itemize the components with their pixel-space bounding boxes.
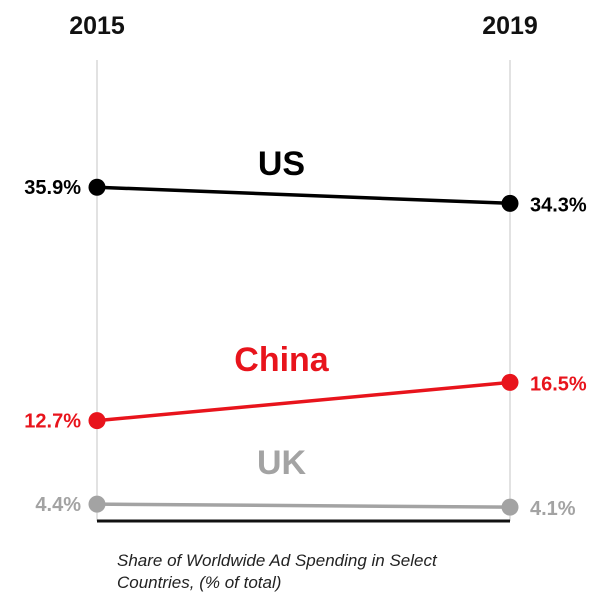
- value-label-uk-2019: 4.1%: [530, 498, 576, 520]
- value-label-uk-2015: 4.4%: [35, 494, 81, 516]
- data-point-china-2015: [88, 412, 106, 430]
- data-point-us-2019: [501, 194, 519, 212]
- data-point-uk-2015: [88, 495, 106, 513]
- caption-line-1: Share of Worldwide Ad Spending in Select: [117, 551, 438, 570]
- series-name-uk: UK: [257, 444, 307, 482]
- series-line-uk: [95, 502, 512, 509]
- data-point-us-2015: [88, 178, 106, 196]
- value-label-us-2015: 35.9%: [24, 177, 81, 199]
- data-point-china-2019: [501, 373, 519, 391]
- chart-caption: Share of Worldwide Ad Spending in Select…: [117, 551, 438, 592]
- series-name-china: China: [234, 341, 330, 379]
- value-label-us-2019: 34.3%: [530, 194, 587, 216]
- series-name-us: US: [258, 145, 305, 183]
- labels: 2015 2019 35.9% 34.3% US 12.7% 16.5% China 4.4% 4…: [24, 12, 587, 520]
- data-point-uk-2019: [501, 498, 519, 516]
- year-label-2015: 2015: [69, 12, 125, 40]
- series-line-china: [95, 380, 512, 423]
- value-label-china-2015: 12.7%: [24, 411, 81, 433]
- series-line-us: [95, 185, 512, 206]
- series-lines: [88, 178, 519, 516]
- value-label-china-2019: 16.5%: [530, 373, 587, 395]
- axes: [96, 60, 511, 523]
- caption-line-2: Countries, (% of total): [117, 573, 281, 592]
- year-label-2019: 2019: [482, 12, 538, 40]
